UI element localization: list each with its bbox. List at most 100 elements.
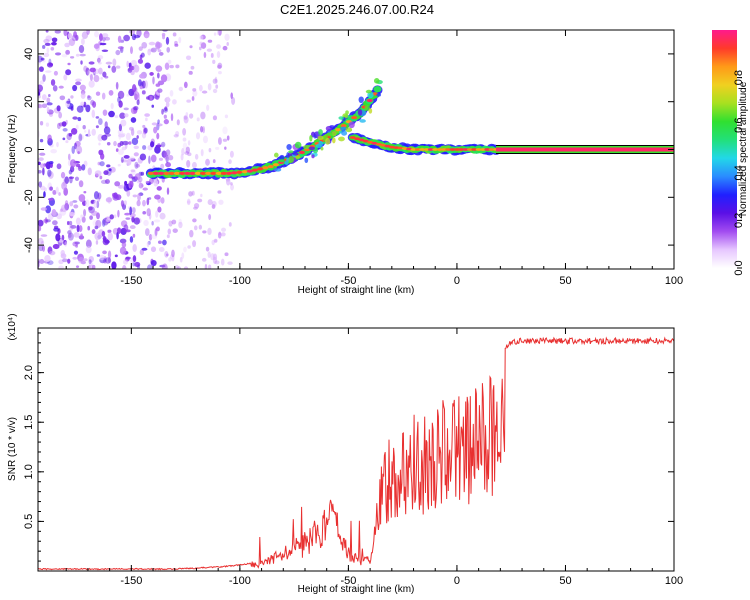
noise-speckle: [160, 141, 166, 148]
noise-speckle: [168, 257, 172, 262]
noise-speckle: [56, 141, 59, 148]
ridge-core: [362, 139, 369, 143]
ridge-core: [179, 171, 186, 175]
noise-speckle: [117, 46, 124, 50]
noise-speckle: [87, 167, 92, 176]
noise-speckle: [73, 204, 79, 209]
ridge-speckle: [359, 119, 366, 123]
noise-speckle: [159, 264, 166, 268]
ridge-speckle: [303, 144, 310, 150]
noise-speckle: [83, 101, 87, 108]
ridge-speckle: [357, 109, 363, 116]
noise-speckle: [47, 198, 54, 201]
noise-speckle: [102, 36, 106, 42]
noise-speckle: [101, 134, 108, 141]
noise-speckle: [101, 219, 106, 227]
noise-speckle: [113, 192, 118, 199]
noise-speckle: [143, 127, 148, 134]
noise-speckle: [78, 45, 85, 54]
noise-speckle: [144, 33, 150, 39]
noise-speckle: [148, 233, 153, 241]
noise-speckle: [174, 43, 179, 47]
noise-speckle: [218, 70, 222, 75]
noise-speckle: [98, 33, 103, 42]
noise-speckle: [118, 132, 122, 140]
noise-speckle: [68, 169, 73, 175]
noise-speckle: [224, 252, 229, 257]
noise-speckle: [142, 210, 147, 215]
ridge-core: [147, 171, 154, 175]
noise-speckle: [213, 238, 218, 243]
ridge-core: [205, 171, 212, 175]
noise-speckle: [133, 145, 140, 150]
noise-speckle: [165, 36, 170, 45]
noise-speckle: [220, 232, 226, 237]
noise-speckle: [43, 191, 46, 198]
noise-speckle: [132, 255, 137, 263]
noise-speckle: [38, 219, 44, 227]
ridge-core: [351, 116, 358, 120]
noise-speckle: [44, 255, 51, 262]
noise-speckle: [53, 227, 60, 232]
noise-speckle: [114, 115, 119, 119]
noise-speckle: [67, 62, 71, 66]
noise-speckle: [71, 145, 75, 154]
noise-speckle: [192, 218, 197, 223]
noise-speckle: [58, 265, 64, 269]
noise-speckle: [69, 56, 75, 59]
noise-speckle: [91, 210, 98, 216]
noise-speckle: [228, 222, 232, 227]
ridge-core: [173, 171, 180, 175]
noise-speckle: [164, 62, 170, 70]
noise-speckle: [72, 116, 78, 120]
noise-speckle: [120, 156, 124, 164]
noise-speckle: [136, 180, 142, 184]
noise-speckle: [108, 168, 112, 172]
noise-speckle: [91, 128, 96, 136]
noise-speckle: [101, 49, 109, 53]
noise-speckle: [121, 242, 127, 248]
noise-speckle: [69, 201, 74, 207]
noise-speckle: [155, 94, 160, 100]
noise-speckle: [68, 38, 76, 47]
noise-speckle: [129, 236, 134, 243]
noise-speckle: [64, 176, 70, 185]
ridge-speckle: [279, 159, 285, 163]
noise-speckle: [45, 122, 50, 127]
noise-speckle: [63, 74, 68, 81]
noise-speckle: [89, 215, 93, 220]
noise-speckle: [75, 217, 81, 226]
noise-speckle: [129, 156, 135, 160]
ridge-core: [484, 148, 491, 151]
noise-speckle: [125, 229, 131, 233]
noise-speckle: [137, 79, 142, 87]
noise-speckle: [64, 42, 70, 48]
noise-speckle: [118, 133, 125, 138]
noise-speckle: [67, 232, 72, 239]
noise-speckle: [138, 182, 144, 189]
noise-speckle: [183, 266, 189, 269]
spectrogram-x-tick-label: -150: [120, 275, 142, 287]
noise-speckle: [201, 90, 208, 94]
spectrogram-y-axis-label: Frequency (Hz): [7, 115, 18, 184]
noise-speckle: [184, 151, 190, 155]
noise-speckle: [188, 191, 193, 197]
noise-speckle: [196, 117, 200, 122]
noise-speckle: [222, 138, 228, 142]
snr-plot-area: [38, 328, 674, 571]
noise-speckle: [124, 212, 131, 216]
noise-speckle: [165, 101, 170, 108]
noise-speckle: [191, 161, 197, 169]
colorbar-ticks: 0.0 0.2 0.4 0.6 0.8: [733, 70, 745, 276]
noise-speckle: [84, 129, 87, 133]
noise-speckle: [40, 57, 45, 61]
noise-speckle: [153, 126, 158, 134]
noise-speckle: [133, 217, 141, 225]
ridge-speckle: [317, 135, 324, 140]
noise-speckle: [221, 227, 227, 232]
noise-speckle: [81, 31, 89, 40]
noise-speckle: [153, 179, 159, 187]
noise-speckle: [39, 121, 44, 126]
ridge-speckle: [329, 125, 335, 129]
ridge-speckle: [364, 105, 370, 112]
